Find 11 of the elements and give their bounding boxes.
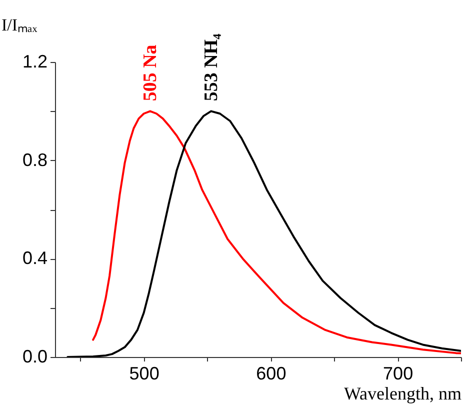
y-tick-label: 0.0: [22, 346, 48, 366]
x-tick-label: 500: [129, 364, 160, 384]
x-tick-label: 700: [383, 364, 414, 384]
x-axis-title: Wavelength, nm: [344, 384, 462, 404]
y-axis-title: I/Iₘₐₓ: [2, 16, 38, 34]
y-tick-label: 0.4: [22, 248, 48, 268]
y-tick-label: 1.2: [22, 52, 48, 72]
annotation: 553 NH₄: [201, 33, 222, 102]
x-tick-label: 600: [256, 364, 286, 384]
y-tick-label: 0.8: [22, 150, 48, 170]
annotation: 505 Na: [140, 44, 162, 102]
